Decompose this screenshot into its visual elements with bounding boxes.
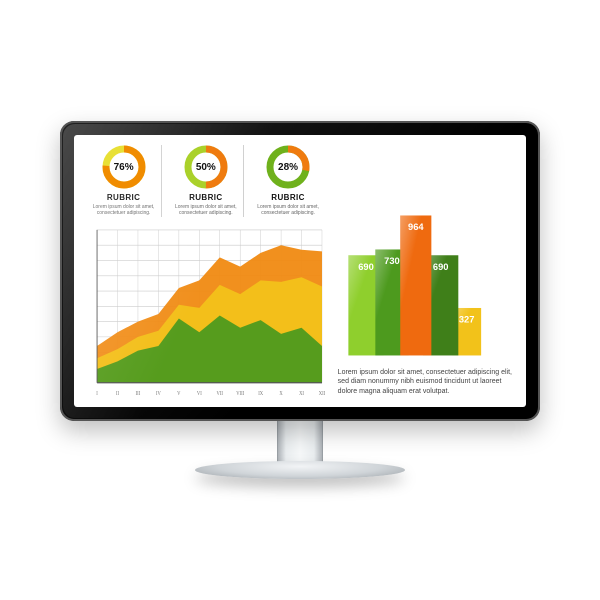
donut-pct-2: 28% (266, 145, 310, 189)
donut-2: 28% (266, 145, 310, 189)
svg-text:VI: VI (197, 390, 202, 397)
donut-pct-0: 76% (102, 145, 146, 189)
svg-text:XI: XI (299, 390, 304, 397)
dashboard-screen: 76% RUBRIC Lorem ipsum dolor sit amet, c… (74, 135, 526, 407)
monitor-foot (195, 461, 405, 479)
donut-row: 76% RUBRIC Lorem ipsum dolor sit amet, c… (86, 145, 326, 217)
donut-title-2: RUBRIC (254, 193, 321, 202)
svg-text:964: 964 (408, 222, 424, 232)
svg-text:IX: IX (258, 390, 263, 397)
description-paragraph: Lorem ipsum dolor sit amet, consectetuer… (338, 368, 514, 397)
svg-text:VIII: VIII (236, 390, 244, 397)
svg-text:730: 730 (384, 256, 400, 266)
svg-text:690: 690 (433, 262, 449, 272)
bar-chart: 690 327 730 690 964 (338, 145, 514, 360)
donut-title-0: RUBRIC (90, 193, 157, 202)
donut-desc-2: Lorem ipsum dolor sit amet, consectetuer… (254, 204, 321, 217)
left-column: 76% RUBRIC Lorem ipsum dolor sit amet, c… (86, 145, 326, 397)
monitor-bezel: 76% RUBRIC Lorem ipsum dolor sit amet, c… (60, 121, 540, 421)
svg-text:II: II (116, 390, 119, 397)
donut-title-1: RUBRIC (172, 193, 239, 202)
donut-desc-0: Lorem ipsum dolor sit amet, consectetuer… (90, 204, 157, 217)
svg-text:IV: IV (156, 390, 161, 397)
svg-text:V: V (177, 390, 180, 397)
bar-964: 964 (400, 215, 431, 355)
svg-text:XII: XII (319, 390, 326, 397)
monitor: 76% RUBRIC Lorem ipsum dolor sit amet, c… (60, 121, 540, 479)
donut-desc-1: Lorem ipsum dolor sit amet, consectetuer… (172, 204, 239, 217)
donut-card-1: 50% RUBRIC Lorem ipsum dolor sit amet, c… (168, 145, 244, 217)
donut-card-0: 76% RUBRIC Lorem ipsum dolor sit amet, c… (86, 145, 162, 217)
svg-text:X: X (279, 390, 282, 397)
monitor-neck (277, 421, 323, 465)
svg-text:690: 690 (358, 262, 374, 272)
svg-text:VII: VII (217, 390, 224, 397)
svg-text:327: 327 (458, 314, 474, 324)
donut-1: 50% (184, 145, 228, 189)
right-column: 690 327 730 690 964 Lorem i (338, 145, 514, 397)
donut-0: 76% (102, 145, 146, 189)
svg-text:I: I (96, 390, 98, 397)
svg-text:III: III (136, 390, 141, 397)
area-chart: IIIIIIIVVVIVIIVIIIIXXXIXII (86, 225, 326, 398)
donut-card-2: 28% RUBRIC Lorem ipsum dolor sit amet, c… (250, 145, 325, 217)
donut-pct-1: 50% (184, 145, 228, 189)
